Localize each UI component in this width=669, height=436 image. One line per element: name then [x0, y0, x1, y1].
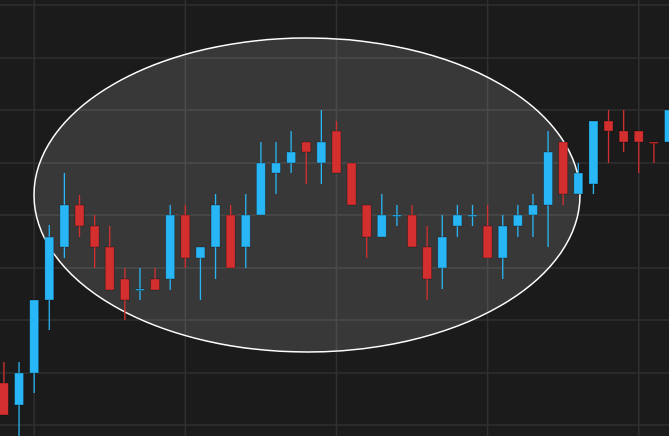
candle-body — [392, 214, 402, 217]
highlight-ellipse — [33, 37, 581, 353]
candle-body — [74, 204, 85, 227]
candle-body — [240, 214, 251, 248]
candle-body — [618, 130, 629, 143]
candle-body — [361, 204, 372, 238]
candle-body — [543, 151, 553, 206]
candle-body — [407, 214, 417, 248]
candle-body — [59, 204, 70, 248]
candle-body — [104, 246, 115, 291]
candle-body — [346, 162, 357, 206]
candle-body — [316, 141, 327, 164]
candle-body — [14, 372, 24, 406]
candle-body — [180, 214, 191, 259]
candle-body — [467, 214, 478, 217]
candle-body — [255, 162, 266, 216]
candle-body — [165, 214, 176, 280]
candle-body — [664, 109, 669, 143]
candle-body — [588, 120, 599, 185]
candle-body — [210, 204, 221, 248]
candle-body — [633, 130, 644, 143]
candle-body — [512, 214, 523, 227]
candle-body — [44, 236, 55, 301]
candle-body — [135, 288, 145, 291]
candle-body — [376, 214, 387, 238]
candle-body — [437, 236, 448, 269]
candle-body — [29, 299, 40, 374]
candle-body — [89, 225, 100, 248]
candle-body — [648, 141, 659, 144]
candle-body — [286, 151, 297, 164]
candle-body — [301, 141, 312, 153]
candle-body — [119, 278, 130, 301]
candle-body — [497, 225, 508, 259]
candle-body — [0, 382, 9, 416]
candle-body — [558, 141, 569, 195]
candle-body — [331, 130, 342, 174]
candles — [0, 109, 669, 436]
candle-body — [573, 172, 584, 195]
candle-body — [422, 246, 433, 280]
candle-body — [195, 246, 206, 259]
candle-body — [225, 214, 236, 269]
candle-body — [452, 214, 463, 227]
candle-body — [528, 204, 538, 216]
candle-body — [603, 120, 614, 132]
candle-body — [271, 162, 281, 174]
candle-body — [150, 278, 160, 291]
candle-body — [482, 225, 493, 259]
